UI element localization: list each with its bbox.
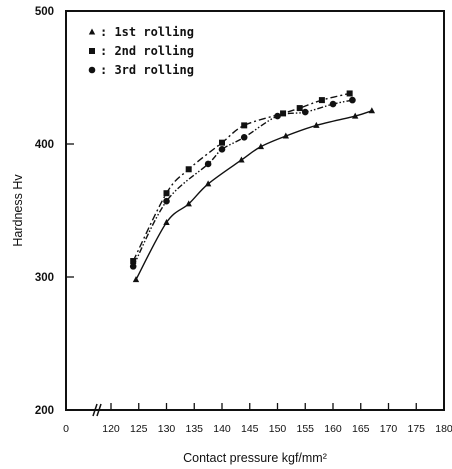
x-tick-label: 150 [269, 423, 287, 435]
x-tick-label: 120 [102, 423, 120, 435]
y-tick-label: 500 [35, 6, 54, 18]
legend-marker-circle [88, 66, 96, 74]
data-point-square [241, 122, 248, 129]
x-tick-label: 145 [241, 423, 259, 435]
y-tick-label: 300 [35, 272, 54, 284]
data-point-square [318, 97, 325, 104]
x-tick-label: 135 [185, 423, 203, 435]
data-point-square [185, 166, 192, 173]
x-tick-label: 155 [296, 423, 314, 435]
data-point-triangle [238, 156, 245, 163]
legend-label: : 2nd rolling [100, 44, 194, 58]
data-point-square [280, 110, 287, 117]
data-point-triangle [185, 200, 192, 207]
data-point-square [346, 90, 353, 97]
x-tick-label: 140 [213, 423, 231, 435]
data-point-circle [129, 263, 137, 270]
data-point-circle [349, 96, 356, 104]
data-point-triangle [257, 143, 265, 150]
x-tick-label: 125 [130, 423, 148, 435]
data-point-circle [204, 160, 212, 168]
legend-marker-triangle [88, 28, 96, 35]
x-tick-label: 0 [63, 423, 69, 435]
series-line-1 [135, 110, 373, 280]
axis-break-mark [92, 403, 98, 417]
y-axis-label: Hardness Hv [11, 174, 25, 247]
data-point-triangle [204, 180, 212, 187]
x-tick-label: 175 [407, 423, 425, 435]
data-point-triangle [313, 121, 320, 128]
x-axis-label: Contact pressure kgf/mm² [183, 451, 327, 465]
data-point-square [130, 258, 137, 265]
x-tick-label: 165 [352, 423, 370, 435]
plot-frame [65, 10, 445, 411]
x-tick-label: 130 [158, 423, 176, 435]
x-tick-label: 170 [380, 423, 398, 435]
x-tick-label: 160 [324, 423, 342, 435]
x-tick-label: 180 [435, 423, 452, 435]
series-line-2 [132, 92, 350, 262]
data-point-circle [301, 108, 309, 116]
data-point-square [219, 139, 225, 146]
data-point-circle [163, 197, 170, 205]
data-point-triangle [132, 276, 140, 283]
data-point-triangle [352, 112, 359, 119]
data-point-square [296, 105, 303, 112]
data-point-triangle [163, 218, 170, 225]
data-point-circle [218, 146, 226, 153]
data-point-triangle [282, 132, 290, 139]
legend-label: : 1st rolling [100, 25, 194, 39]
y-tick-label: 200 [35, 405, 54, 417]
axis-break-mark [96, 403, 102, 417]
data-point-square [163, 190, 170, 197]
data-point-triangle [368, 107, 376, 114]
legend-label: : 3rd rolling [100, 63, 194, 77]
legend-marker-square [89, 48, 95, 54]
data-point-circle [329, 100, 337, 108]
data-point-circle [240, 134, 248, 141]
data-point-circle [274, 112, 281, 120]
y-tick-label: 400 [35, 139, 54, 151]
